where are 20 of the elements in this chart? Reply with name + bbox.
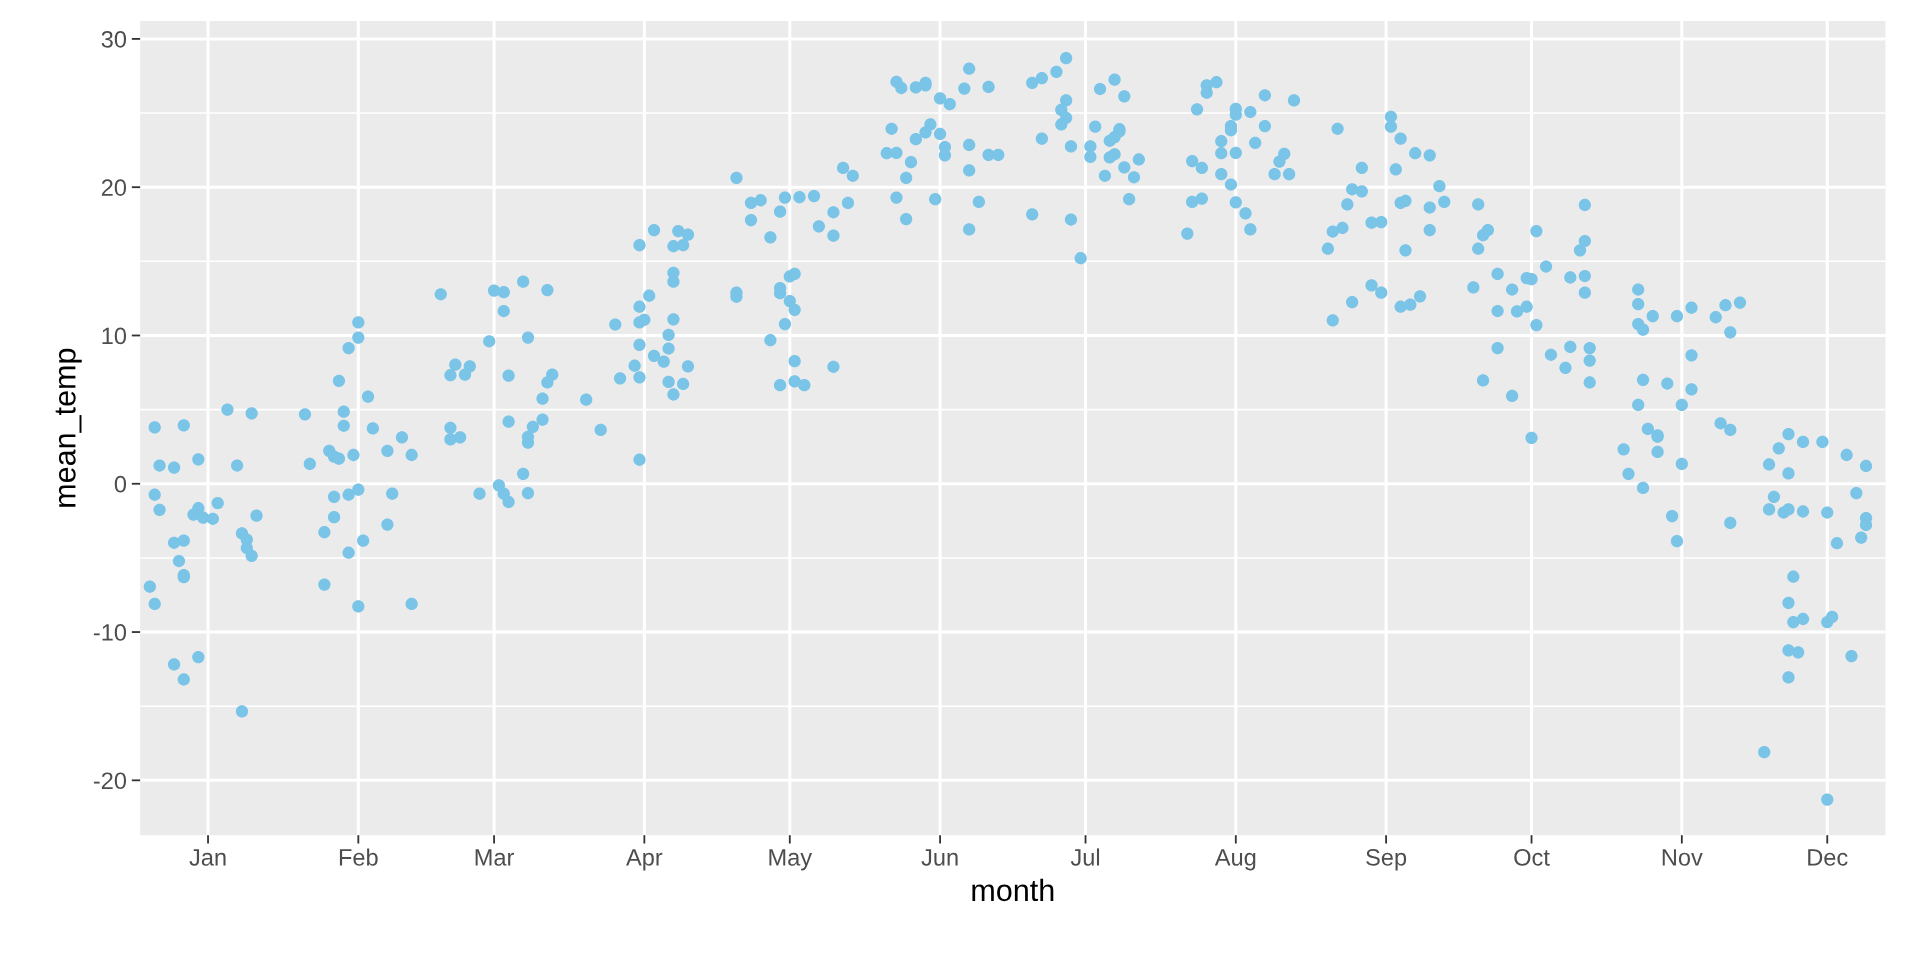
x-tick-label: Sep [1366, 849, 1407, 871]
x-axis-title: month [972, 878, 1054, 902]
x-tick-label: Dec [1808, 849, 1848, 866]
y-tick-label: -20 [93, 772, 127, 790]
x-tick-label: Aug [1214, 849, 1256, 871]
y-tick-label: 30 [101, 30, 127, 48]
x-tick-label: Apr [626, 849, 663, 871]
y-tick-label: 0 [114, 475, 127, 493]
x-tick-label: May [769, 849, 813, 871]
y-axis-title: mean_temp [55, 348, 82, 507]
x-tick-label: Mar [475, 849, 514, 866]
x-tick-label: Oct [1514, 849, 1550, 866]
y-tick-label: 20 [101, 179, 127, 196]
x-tick-label: Jun [921, 849, 958, 866]
y-tick-label: -10 [93, 624, 127, 641]
x-tick-label: Nov [1662, 849, 1703, 866]
x-tick-label: Feb [339, 848, 378, 866]
x-tick-label: Jan [189, 849, 226, 866]
y-tick-label: 10 [102, 327, 127, 345]
x-tick-label: Jul [1070, 848, 1100, 866]
